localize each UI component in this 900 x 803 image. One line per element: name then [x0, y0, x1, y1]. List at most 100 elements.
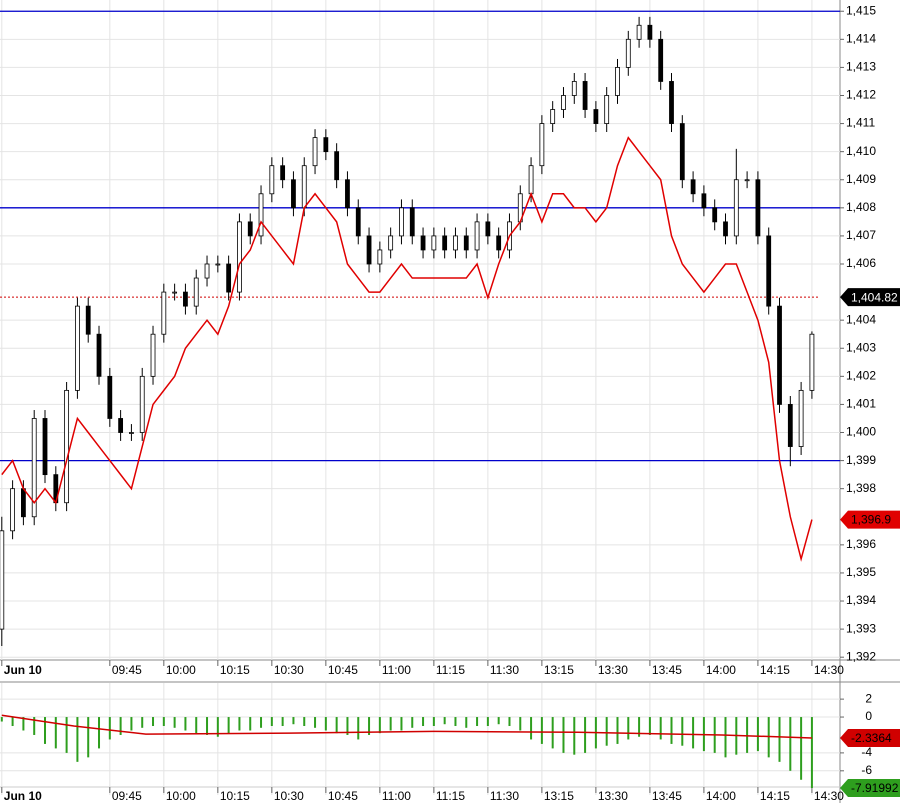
histogram-bar [389, 717, 392, 731]
histogram-bar [476, 717, 479, 727]
candle-body [139, 375, 145, 433]
histogram-bar [584, 717, 587, 753]
y-tick-label: 2 [865, 691, 872, 705]
candle-body [604, 95, 610, 124]
candle-body [787, 404, 793, 447]
y-tick-label: 1,403 [846, 340, 876, 354]
candle-body [539, 123, 545, 167]
x-tick-label: 13:15 [544, 663, 574, 677]
x-tick-label: 14:30 [814, 663, 844, 677]
histogram-bar [789, 717, 792, 771]
value-box-label: 1,404.82 [851, 290, 898, 304]
candle-body [323, 137, 329, 153]
histogram-bar [627, 717, 630, 740]
histogram-bar [292, 717, 295, 725]
y-tick-label: 1,394 [846, 593, 876, 607]
histogram-bar [98, 717, 101, 749]
candle-body [766, 235, 772, 307]
candle-body [550, 109, 556, 124]
candle-body [237, 221, 242, 293]
histogram-bar [206, 717, 209, 735]
candle-body [129, 432, 134, 434]
x-tick-label: 13:30 [598, 789, 628, 803]
candle-body [636, 24, 642, 40]
x-tick-label: 10:00 [166, 789, 196, 803]
y-tick-label: 1,406 [846, 256, 876, 270]
candle-body [582, 81, 588, 110]
candle-body [658, 38, 664, 82]
x-tick-label: 10:15 [220, 789, 250, 803]
histogram-bar [443, 717, 446, 725]
histogram-bar [195, 717, 198, 734]
histogram-bar [33, 717, 36, 735]
y-tick-label: 1,411 [846, 116, 875, 130]
histogram-bar [227, 717, 230, 734]
candle-body [334, 151, 340, 181]
candle-body [193, 277, 199, 307]
value-box [840, 728, 900, 747]
candle-body [679, 123, 685, 181]
histogram-bar [432, 717, 435, 727]
candle-body [453, 235, 458, 251]
candle-body [161, 291, 167, 335]
histogram-bar [314, 717, 317, 728]
histogram-bar [22, 717, 25, 731]
candle-body [744, 179, 750, 182]
histogram-bar [497, 717, 500, 725]
candle-body [377, 249, 383, 265]
candle-body [615, 67, 620, 96]
histogram-bar [411, 717, 414, 728]
histogram-bar [87, 717, 90, 758]
candle-body [204, 263, 210, 279]
candle-body [593, 109, 599, 124]
x-tick-label: Jun 10 [4, 663, 42, 677]
value-box-label: -2.3364 [851, 731, 892, 745]
y-tick-label: 1,400 [846, 425, 876, 439]
candle-body [442, 235, 448, 251]
histogram-bar [800, 717, 803, 780]
indicator-line [1, 714, 812, 739]
candle-body [485, 221, 491, 237]
histogram-bar [130, 717, 133, 731]
candle-body [463, 235, 469, 251]
candle-body [690, 179, 696, 195]
x-tick-label: 11:00 [382, 663, 411, 677]
candle-body [755, 179, 761, 237]
candle-body [712, 207, 718, 223]
histogram-bar [778, 717, 781, 762]
y-tick-label: 1,408 [846, 200, 876, 214]
histogram-bar [0, 717, 3, 722]
histogram-bar [400, 717, 403, 731]
candle-body [625, 38, 631, 68]
candle-body [280, 165, 286, 181]
candle-body [571, 81, 577, 96]
candle-body [118, 418, 124, 433]
value-box [840, 510, 900, 529]
y-tick-label: 1,409 [846, 172, 876, 186]
candle-body [777, 305, 782, 405]
x-tick-label: 10:30 [274, 789, 304, 803]
histogram-bar [648, 717, 651, 735]
histogram-bar [346, 717, 349, 735]
histogram-bar [119, 717, 122, 735]
histogram-bar [530, 717, 533, 740]
candle-body [723, 221, 728, 237]
candle-body [85, 305, 91, 335]
y-tick-label: 1,414 [846, 31, 876, 45]
x-tick-label: 13:30 [598, 663, 628, 677]
histogram-bar [44, 717, 47, 744]
candle-body [247, 221, 253, 237]
candle-body [809, 333, 815, 391]
x-tick-label: 10:00 [166, 663, 196, 677]
candle-body [215, 263, 221, 266]
candle-body [301, 165, 307, 209]
candle-body [798, 389, 804, 447]
histogram-bar [11, 717, 14, 727]
histogram-bar [335, 717, 338, 734]
histogram-bar [152, 717, 155, 727]
candle-body [21, 488, 26, 518]
histogram-bar [281, 717, 284, 727]
candle-body [733, 179, 739, 237]
histogram-bar [270, 717, 273, 727]
